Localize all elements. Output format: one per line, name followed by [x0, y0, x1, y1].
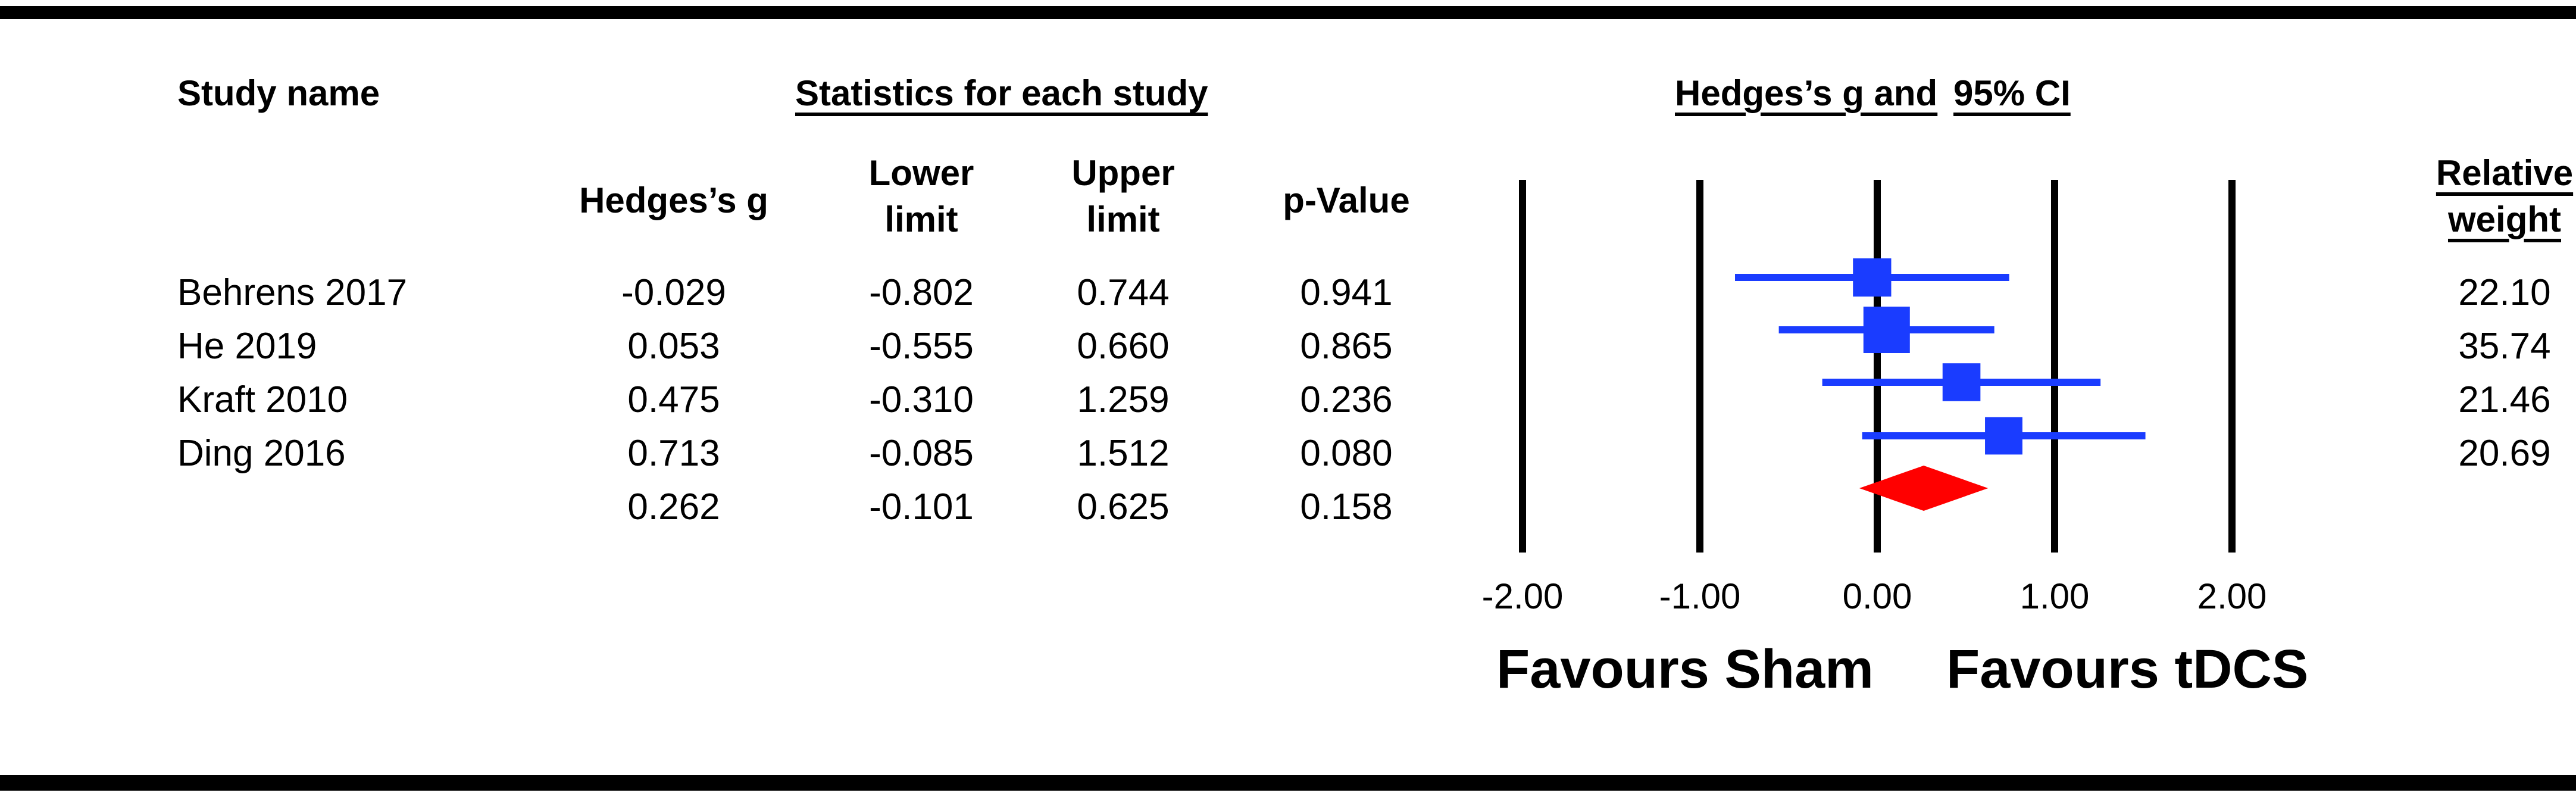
- relative-weight-header-line1: Relative: [2436, 153, 2574, 193]
- x-tick-label: 1.00: [2020, 576, 2090, 616]
- relative-weight-cell: 21.46: [2458, 379, 2551, 420]
- lower-limit-header-line1: Lower: [868, 153, 974, 193]
- p-value-cell: 0.158: [1300, 486, 1393, 528]
- stats-group-header: Statistics for each study: [795, 73, 1208, 113]
- top-rule: [0, 6, 2576, 19]
- upper-limit-header-line1: Upper: [1071, 153, 1175, 193]
- lower-limit-cell: -0.310: [869, 379, 974, 420]
- plot-title-part1: Hedges’s g and: [1675, 73, 1938, 113]
- study-name-header: Study name: [177, 73, 380, 113]
- study-name-cell: He 2019: [177, 326, 317, 367]
- plot-title-part2: 95% CI: [1953, 73, 2071, 113]
- upper-limit-cell: 0.744: [1077, 272, 1170, 313]
- x-tick-label: 2.00: [2197, 576, 2267, 616]
- upper-limit-cell: 0.625: [1077, 486, 1170, 528]
- relative-weight-cell: 35.74: [2458, 326, 2551, 367]
- bottom-rule: [0, 775, 2576, 791]
- hedges-g-cell: 0.475: [627, 379, 720, 420]
- relative-weight-header: Relative weight: [2436, 150, 2573, 243]
- lower-limit-cell: -0.101: [869, 486, 974, 528]
- hedges-g-cell: 0.053: [627, 326, 720, 367]
- upper-limit-header-line2: limit: [1086, 199, 1160, 239]
- relative-weight-cell: 22.10: [2458, 272, 2551, 313]
- hedges-g-cell: -0.029: [621, 272, 726, 313]
- p-value-header: p-Value: [1283, 180, 1410, 220]
- favours-tdcs-label: Favours tDCS: [1946, 639, 2309, 700]
- x-tick-label: -1.00: [1659, 576, 1741, 616]
- upper-limit-cell: 0.660: [1077, 326, 1170, 367]
- relative-weight-cell: 20.69: [2458, 433, 2551, 474]
- p-value-cell: 0.941: [1300, 272, 1393, 313]
- hedges-g-cell: 0.713: [627, 433, 720, 474]
- study-name-cell: Behrens 2017: [177, 272, 408, 313]
- upper-limit-cell: 1.512: [1077, 433, 1170, 474]
- relative-weight-header-line2: weight: [2447, 199, 2561, 239]
- lower-limit-cell: -0.085: [869, 433, 974, 474]
- lower-limit-header: Lower limit: [869, 150, 974, 243]
- p-value-cell: 0.236: [1300, 379, 1393, 420]
- summary-diamond: [1859, 466, 1989, 511]
- p-value-cell: 0.080: [1300, 433, 1393, 474]
- lower-limit-cell: -0.802: [869, 272, 974, 313]
- effect-marker: [1942, 363, 1981, 401]
- effect-marker: [1985, 417, 2022, 455]
- upper-limit-header: Upper limit: [1071, 150, 1174, 243]
- study-name-cell: Ding 2016: [177, 433, 346, 474]
- favours-sham-label: Favours Sham: [1496, 639, 1874, 700]
- upper-limit-cell: 1.259: [1077, 379, 1170, 420]
- p-value-cell: 0.865: [1300, 326, 1393, 367]
- x-tick-label: 0.00: [1843, 576, 1912, 616]
- hedges-g-header: Hedges’s g: [579, 180, 768, 220]
- lower-limit-header-line2: limit: [884, 199, 958, 239]
- effect-marker: [1853, 258, 1892, 297]
- lower-limit-cell: -0.555: [869, 326, 974, 367]
- hedges-g-cell: 0.262: [627, 486, 720, 528]
- study-name-cell: Kraft 2010: [177, 379, 348, 420]
- effect-marker: [1863, 307, 1910, 353]
- x-tick-label: -2.00: [1482, 576, 1564, 616]
